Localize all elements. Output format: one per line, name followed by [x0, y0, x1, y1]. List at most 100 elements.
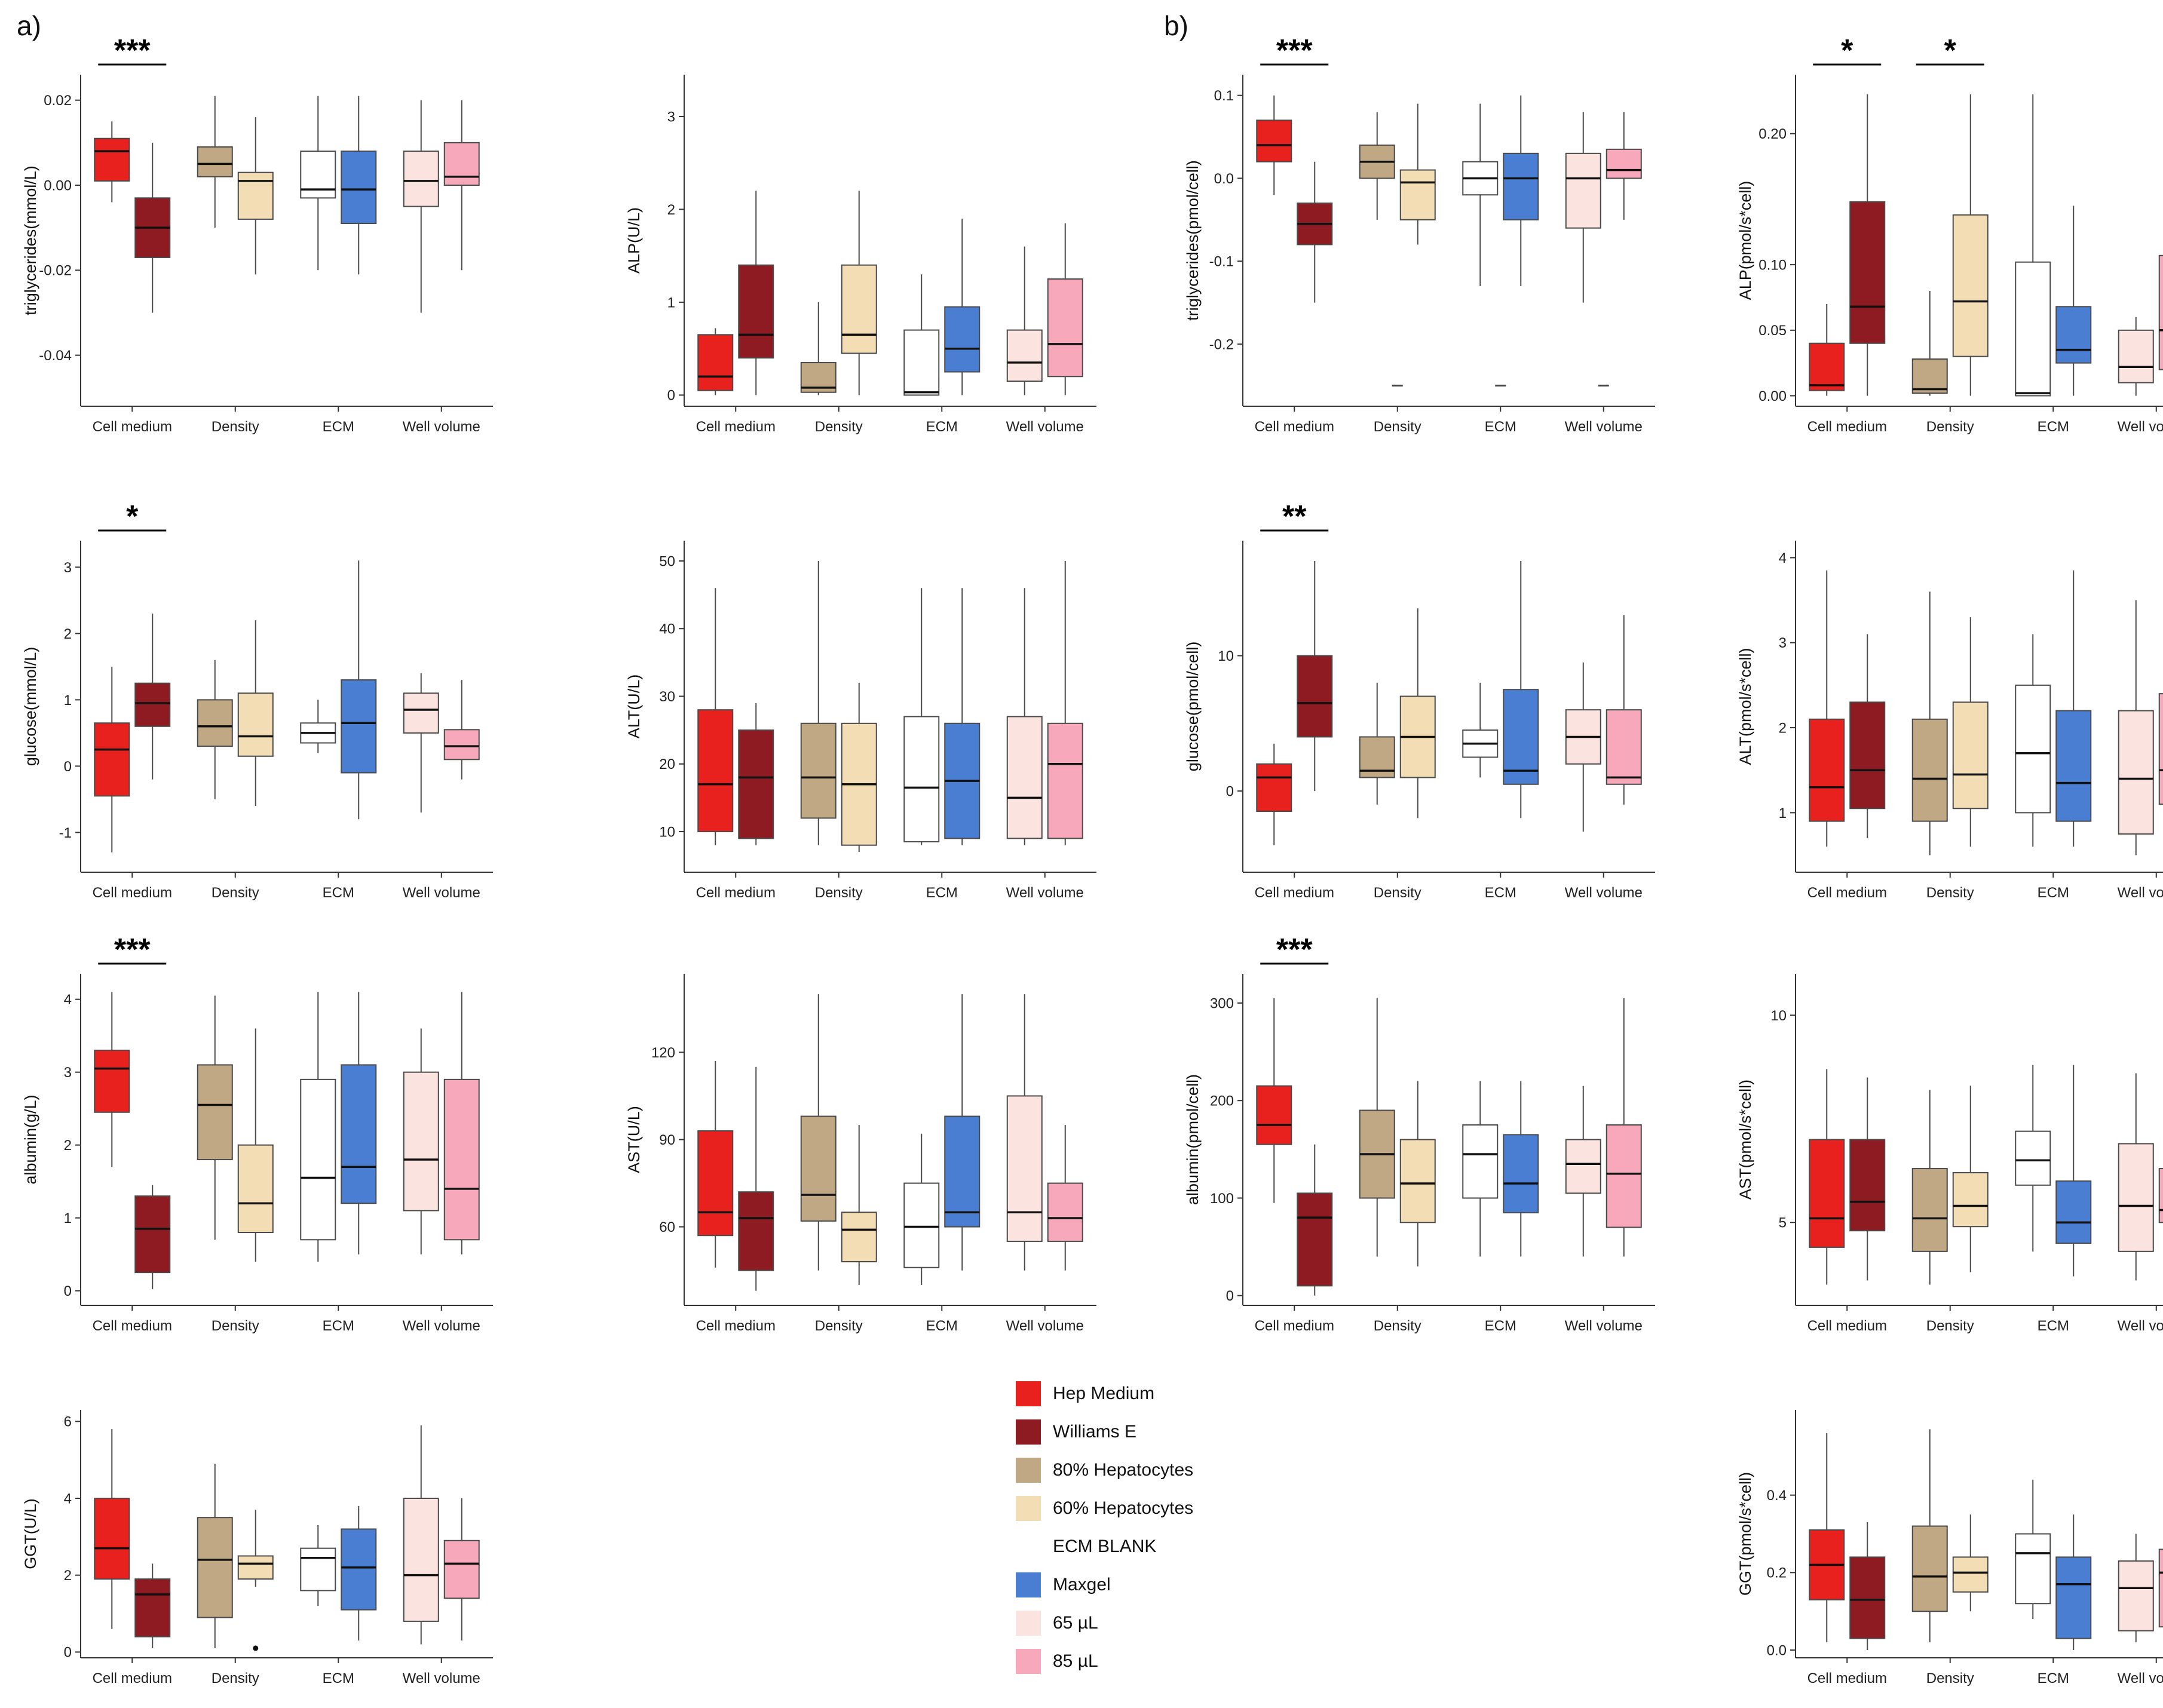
- box-hep60: [1952, 1172, 1989, 1228]
- box-hep_medium: [94, 137, 130, 182]
- box-maxgel: [1503, 689, 1539, 785]
- significance-stars: ***: [114, 935, 151, 967]
- panel-a-glucose: -1 0 1 2 3 Cell medium Density ECM Well volume * g…: [18, 499, 508, 914]
- y-tick-label: 20: [659, 756, 675, 772]
- box-ecm_blank: [2015, 684, 2051, 814]
- y-tick-label: 1: [64, 1210, 72, 1226]
- y-tick-label: 0.00: [1758, 388, 1787, 404]
- chart-b_ast: 5 10 Cell medium Density ECM Well volume AST(p…: [1736, 974, 2163, 1334]
- box-vol85: [2158, 1168, 2163, 1223]
- x-tick-label: Cell medium: [1255, 419, 1334, 435]
- legend-label-hep-medium: Hep Medium: [1053, 1384, 1155, 1403]
- box-williams_e: [134, 1578, 171, 1638]
- box-hep_medium: [1809, 342, 1845, 391]
- panel-b-glucose: 0 10 Cell medium Density ECM Well volume ** glu…: [1180, 499, 1670, 914]
- box-hep_medium: [1256, 1085, 1292, 1145]
- panel-a-ggt: 0 2 4 6 Cell medium Density ECM Well volume GGT(…: [18, 1371, 508, 1700]
- y-axis-title: ALP(U/L): [625, 207, 643, 274]
- box-hep60: [1952, 214, 1989, 357]
- panel-b-ast: 5 10 Cell medium Density ECM Well volume AST(p…: [1733, 935, 2163, 1347]
- y-tick-label: 120: [651, 1045, 675, 1061]
- box-williams_e: [134, 1195, 171, 1274]
- y-tick-label: 0: [64, 1283, 72, 1299]
- legend-swatch-ecm-blank: [1016, 1534, 1041, 1559]
- y-tick-label: 30: [659, 689, 675, 705]
- x-tick-label: Cell medium: [1807, 419, 1887, 435]
- x-tick-label: ECM: [2038, 885, 2069, 901]
- legend-item-maxgel: Maxgel: [1016, 1572, 1193, 1597]
- y-tick-label: -1: [59, 825, 72, 841]
- x-tick-label: ECM: [926, 885, 958, 901]
- box-hep_medium: [94, 1497, 130, 1580]
- chart-b_alt: 1 2 3 4 Cell medium Density ECM Well volume ALT(…: [1736, 541, 2163, 901]
- box-vol85: [2158, 693, 2163, 805]
- x-tick-label: ECM: [1485, 885, 1516, 901]
- box-hep_medium: [94, 722, 130, 797]
- x-tick-label: Cell medium: [93, 885, 172, 901]
- box-hep60: [1399, 169, 1436, 220]
- significance-stars: **: [1282, 502, 1307, 534]
- box-maxgel: [2055, 1556, 2092, 1639]
- y-tick-label: 4: [64, 992, 72, 1008]
- box-vol65: [1006, 329, 1043, 382]
- y-axis-title: triglycerides(mmol/L): [22, 165, 39, 315]
- box-vol65: [2118, 1143, 2154, 1252]
- box-vol65: [2118, 710, 2154, 835]
- y-tick-label: 4: [1779, 550, 1787, 566]
- box-vol85: [443, 1540, 480, 1599]
- y-axis-title: AST(pmol/s*cell): [1736, 1080, 1754, 1200]
- y-tick-label: 0: [1226, 783, 1234, 799]
- panel-a-alp: 0 1 2 3 Cell medium Density ECM Well volume ALP(…: [621, 36, 1111, 448]
- box-hep_medium: [1809, 718, 1845, 822]
- box-hep_medium: [1256, 119, 1292, 162]
- legend-swatch-60-hepatocytes: [1016, 1496, 1041, 1521]
- panel-a-alt: 10 20 30 40 50 Cell medium Density ECM Well volu…: [621, 502, 1111, 914]
- box-ecm_blank: [300, 151, 336, 199]
- box-williams_e: [738, 729, 774, 839]
- x-tick-label: Cell medium: [696, 419, 776, 435]
- y-tick-label: 3: [64, 1065, 72, 1081]
- y-tick-label: 2: [64, 1568, 72, 1584]
- box-vol65: [403, 151, 439, 207]
- x-tick-label: ECM: [2038, 1318, 2069, 1334]
- box-williams_e: [134, 682, 171, 727]
- chart-b_ggt: 0.0 0.2 0.4 Cell medium Density ECM Well volum…: [1736, 1410, 2163, 1686]
- y-tick-label: 2: [667, 202, 675, 218]
- panel-b-triglycerides: 0.1 0.0 -0.1 -0.2 Cell medium Density ECM Well …: [1180, 33, 1670, 448]
- y-tick-label: 0.02: [44, 93, 72, 109]
- box-vol65: [403, 1071, 439, 1212]
- box-hep_medium: [94, 1050, 130, 1113]
- box-hep80: [197, 699, 233, 747]
- box-hep60: [237, 171, 274, 220]
- box-maxgel: [341, 151, 377, 225]
- x-tick-label: Density: [1926, 419, 1974, 435]
- legend-swatch-maxgel: [1016, 1572, 1041, 1597]
- x-tick-label: Well volume: [403, 1670, 480, 1686]
- y-tick-label: 10: [1218, 648, 1234, 664]
- y-tick-label: 0.0: [1214, 171, 1234, 187]
- y-tick-label: 0.2: [1767, 1565, 1787, 1581]
- box-vol65: [1006, 716, 1043, 839]
- box-williams_e: [1849, 201, 1886, 344]
- panel-a-albumin: 0 1 2 3 4 Cell medium Density ECM Well volume ***…: [18, 933, 508, 1347]
- y-axis-title: glucose(pmol/cell): [1184, 642, 1202, 772]
- panel-b-alt: 1 2 3 4 Cell medium Density ECM Well volume ALT(…: [1733, 502, 2163, 914]
- chart-a_alt: 10 20 30 40 50 Cell medium Density ECM Well volu…: [625, 541, 1096, 901]
- box-ecm_blank: [903, 716, 940, 843]
- box-vol85: [443, 1078, 480, 1241]
- x-tick-label: Well volume: [2118, 1318, 2163, 1334]
- chart-a_glucose: -1 0 1 2 3 Cell medium Density ECM Well volume * g…: [22, 499, 493, 901]
- box-ecm_blank: [2015, 1130, 2051, 1186]
- panel-a-ast: 60 90 120 Cell medium Density ECM Well volume A…: [621, 935, 1111, 1347]
- y-tick-label: 100: [1210, 1191, 1234, 1207]
- x-tick-label: Density: [212, 1670, 259, 1686]
- legend-item-60-hepatocytes: 60% Hepatocytes: [1016, 1496, 1193, 1521]
- box-williams_e: [738, 1191, 774, 1271]
- box-hep60: [1952, 701, 1989, 809]
- box-hep80: [1911, 1525, 1948, 1612]
- legend-label-60-hepatocytes: 60% Hepatocytes: [1053, 1498, 1194, 1518]
- y-tick-label: 0.10: [1758, 257, 1787, 273]
- box-ecm_blank: [300, 1547, 336, 1592]
- panel-b-alp: 0.20 0.10 0.05 0.00 Cell medium Density ECM Wel…: [1733, 33, 2163, 448]
- chart-b_trig: 0.1 0.0 -0.1 -0.2 Cell medium Density ECM Well …: [1184, 33, 1655, 435]
